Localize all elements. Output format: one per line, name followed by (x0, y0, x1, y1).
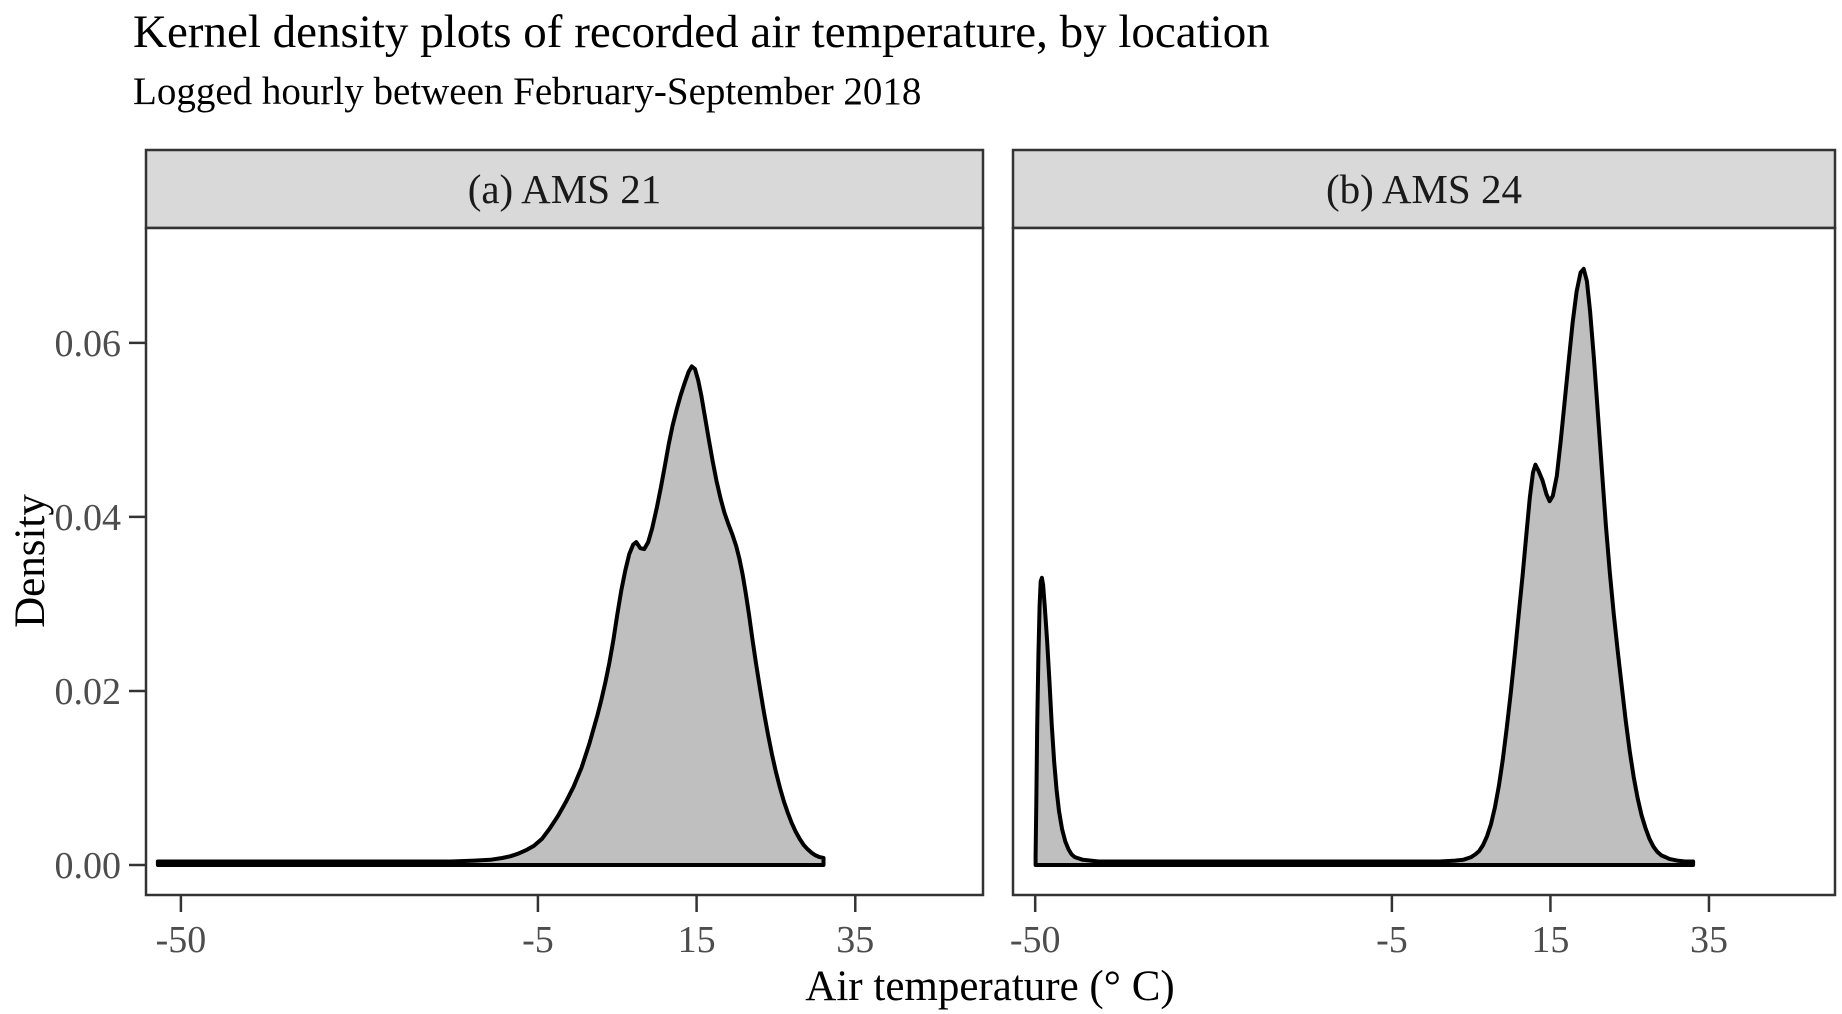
plot-panel (1011, 226, 1837, 897)
facet-strip-label: (b) AMS 24 (1326, 166, 1522, 212)
chart-title: Kernel density plots of recorded air tem… (133, 6, 1270, 58)
density-curve (1033, 266, 1696, 867)
facet-strip (1011, 148, 1837, 230)
y-axis-title: Density (7, 494, 54, 628)
facet-strip-label: (a) AMS 21 (468, 166, 662, 212)
x-tick-label: 15 (1531, 919, 1569, 961)
facet-panel-a: (a) AMS 21 -50 -5 15 35 0.00 0.02 0.04 0.06 (55, 148, 985, 961)
y-tick-label: 0.04 (55, 497, 122, 539)
x-tick-label: -50 (1010, 919, 1061, 961)
x-tick-label: 35 (836, 919, 874, 961)
density-curve (155, 364, 826, 867)
x-tick-label: 35 (1690, 919, 1728, 961)
x-tick-label: -5 (522, 919, 554, 961)
chart-subtitle: Logged hourly between February-September… (133, 70, 921, 113)
x-axis-title: Air temperature (° C) (805, 963, 1174, 1010)
y-tick-label: 0.06 (55, 323, 122, 365)
y-tick-label: 0.00 (55, 845, 122, 887)
facet-strip (144, 148, 985, 230)
plot-panel (144, 226, 985, 897)
x-tick-label: -5 (1376, 919, 1408, 961)
x-tick-label: 15 (678, 919, 716, 961)
facet-panel-b: (b) AMS 24 -50 -5 15 35 (1010, 148, 1837, 961)
x-tick-label: -50 (156, 919, 207, 961)
facet-panels: (a) AMS 21 -50 -5 15 35 0.00 0.02 0.04 0.06 (b) A… (55, 148, 1837, 961)
y-tick-label: 0.02 (55, 671, 122, 713)
